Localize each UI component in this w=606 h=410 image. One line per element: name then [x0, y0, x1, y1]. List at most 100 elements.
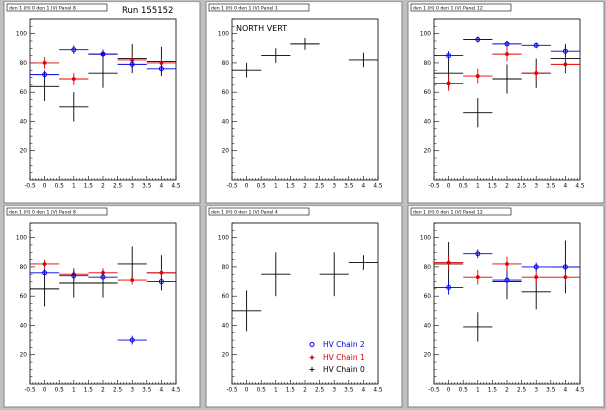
data-point [319, 252, 349, 297]
x-tick-label: 1.5 [84, 388, 94, 394]
x-tick-label: -0.5 [226, 184, 238, 190]
x-tick-label: 4 [160, 184, 164, 190]
x-tick-label: 4 [362, 388, 366, 394]
x-tick-label: 2 [505, 184, 509, 190]
x-tick-label: 3.5 [546, 184, 556, 190]
x-tick-label: 3 [130, 388, 134, 394]
data-point [463, 269, 493, 285]
marker-circle [100, 51, 106, 57]
x-tick-label: 2 [303, 388, 307, 394]
x-tick-label: 0 [43, 388, 47, 394]
y-tick-label: 20 [424, 149, 432, 155]
data-point [521, 262, 551, 272]
data-point [88, 58, 118, 88]
x-tick-label: 3.5 [142, 184, 152, 190]
legend-label-chain1: HV Chain 1 [323, 353, 365, 362]
pad-header-label: den 1 (H) 0 den 1 (V) Panel 8 [9, 210, 76, 216]
data-point [30, 57, 60, 69]
data-point [59, 73, 89, 85]
x-tick-label: 1.5 [84, 184, 94, 190]
x-tick-label: 3 [534, 184, 538, 190]
pad-background [407, 205, 605, 408]
data-point [550, 57, 580, 72]
pad-header: den 1 (H) 0 den 1 (V) Panel 12 [410, 207, 512, 216]
marker-star [159, 61, 164, 65]
data-point [30, 259, 60, 269]
data-point [146, 268, 176, 278]
pad-2: den 1 (H) 0 den 1 (V) Panel 1 NORTH VERT -… [205, 1, 403, 204]
x-tick-label: 2.5 [113, 184, 123, 190]
x-tick-label: 3 [332, 388, 336, 394]
series-chain1 [434, 255, 580, 285]
y-tick-label: 60 [222, 90, 230, 96]
pad-header-box [410, 3, 512, 12]
x-tick-label: 1.5 [286, 388, 296, 394]
data-point [117, 59, 147, 69]
pad-background [3, 205, 201, 408]
legend-marker-chain1 [310, 356, 314, 359]
x-tick-label: 0.5 [55, 184, 65, 190]
marker-circle [71, 47, 77, 53]
marker-circle [562, 264, 568, 270]
x-tick-label: 3 [130, 184, 134, 190]
y-tick-label: 40 [222, 119, 230, 125]
y-tick-label: 60 [20, 294, 28, 300]
pad-1: den 1 (H) 0 den 1 (V) Panel 8 Run 155152 -… [3, 1, 201, 204]
marker-circle [504, 41, 510, 47]
marker-circle [158, 279, 164, 285]
y-tick-label: 100 [420, 32, 431, 38]
x-tick-label: 0 [245, 388, 249, 394]
x-tick-label: 0 [447, 388, 451, 394]
pad-header-box [6, 3, 108, 12]
x-tick-label: 4 [362, 184, 366, 190]
x-tick-label: 0.5 [55, 388, 65, 394]
pad-4: den 1 (H) 0 den 1 (V) Panel 8 -0.5 0 0.5 1 1.… [3, 205, 201, 408]
marker-star [446, 260, 451, 265]
data-point [348, 52, 378, 68]
data-point [463, 68, 493, 84]
pad-3: den 1 (H) 0 den 1 (V) Panel 12 -0.5 0 0.5 1 1… [407, 1, 605, 204]
data-point [434, 280, 464, 295]
x-tick-label: 1 [476, 184, 480, 190]
marker-star [505, 52, 509, 57]
x-tick-label: 2 [505, 388, 509, 394]
data-point [463, 36, 493, 43]
x-tick-label: 3 [534, 388, 538, 394]
data-point [59, 271, 89, 281]
pad-header: den 1 (H) 0 den 1 (V) Panel 1 [208, 3, 310, 12]
marker-circle [100, 274, 106, 280]
y-tick-label: 60 [20, 90, 28, 96]
pad-header-label: den 1 (H) 0 den 1 (V) Panel 4 [211, 210, 278, 216]
x-tick-label: 2.5 [517, 184, 527, 190]
pad-header-label: den 1 (H) 0 den 1 (V) Panel 12 [413, 210, 483, 216]
data-point [146, 64, 176, 74]
marker-circle [71, 273, 77, 279]
data-point [550, 262, 580, 272]
data-point [232, 290, 262, 332]
pad-5: den 1 (H) 0 den 1 (V) Panel 4 -0.5 0 0.5 1 1.… [205, 205, 403, 408]
x-tick-label: 0 [245, 184, 249, 190]
pad-background [3, 1, 201, 204]
marker-circle [446, 53, 452, 59]
x-tick-label: 1.5 [286, 184, 296, 190]
x-tick-label: 2.5 [113, 388, 123, 394]
x-tick-label: 0.5 [459, 388, 469, 394]
x-tick-label: 4 [564, 184, 568, 190]
marker-circle [42, 270, 48, 276]
data-point [59, 92, 89, 122]
data-point [550, 46, 580, 56]
x-tick-label: 3.5 [344, 388, 354, 394]
x-tick-label: 0 [447, 184, 451, 190]
series-chain2 [434, 249, 580, 295]
pad-header-box [208, 207, 310, 216]
y-tick-label: 40 [20, 323, 28, 329]
marker-circle [533, 42, 539, 48]
x-tick-label: 4.5 [171, 388, 181, 394]
marker-circle [446, 284, 452, 290]
marker-star [534, 275, 539, 280]
data-point [463, 98, 493, 128]
y-tick-label: 100 [218, 236, 229, 242]
pad-background [407, 1, 605, 204]
data-point [146, 277, 176, 286]
marker-circle [129, 61, 135, 67]
